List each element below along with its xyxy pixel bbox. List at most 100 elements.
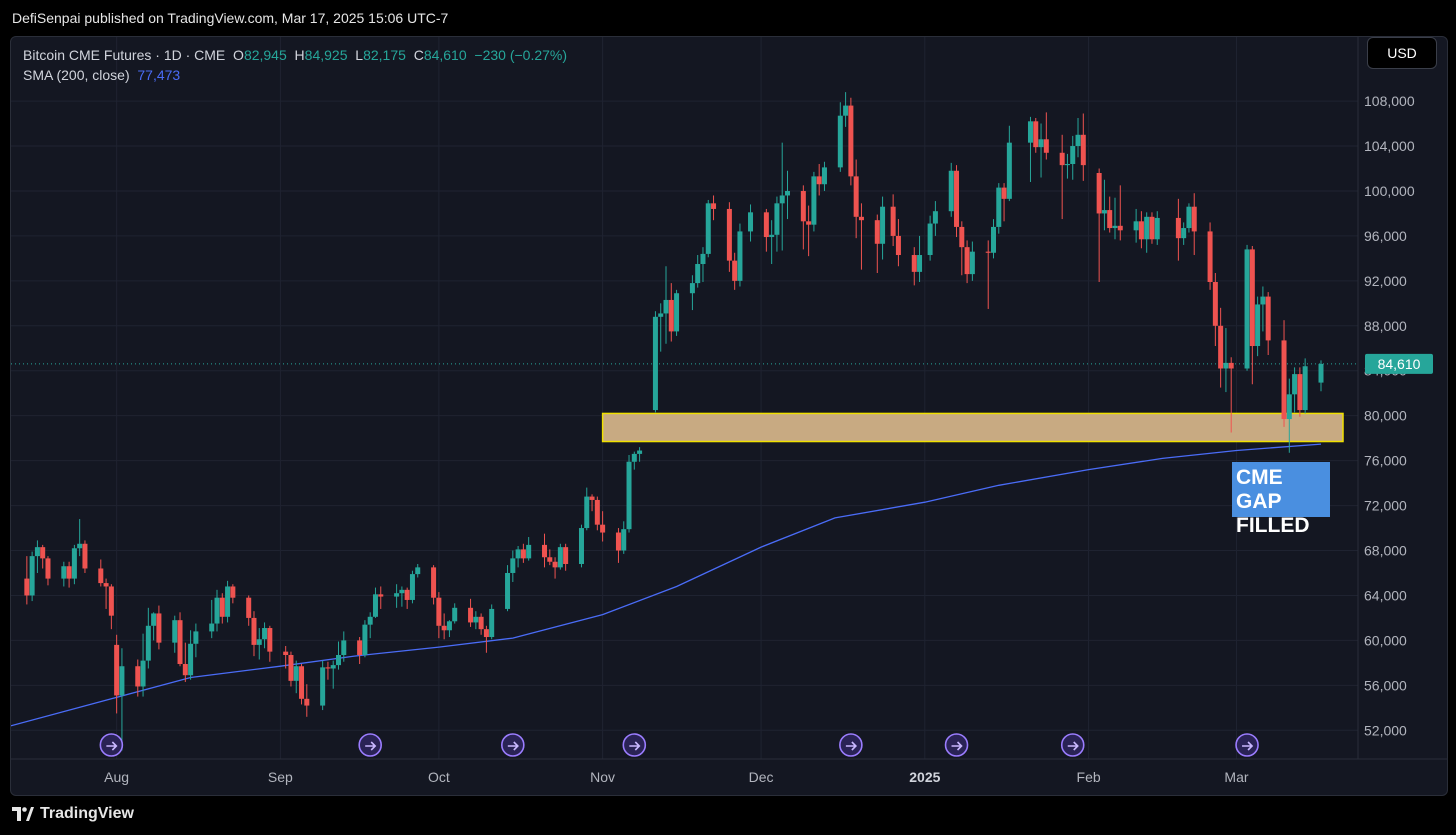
candle-up bbox=[77, 519, 83, 557]
candle-body bbox=[341, 640, 347, 656]
candle-body bbox=[415, 567, 421, 575]
candle-up bbox=[61, 561, 67, 587]
candle-down bbox=[959, 221, 965, 276]
candle-body bbox=[816, 176, 822, 185]
candle-body bbox=[837, 115, 843, 168]
candle-body bbox=[674, 293, 680, 332]
candle-down bbox=[1001, 183, 1007, 222]
candle-body bbox=[737, 231, 743, 281]
bottom-bar: TradingView bbox=[0, 796, 1456, 835]
event-marker-arrow bbox=[507, 741, 519, 751]
brand-name: TradingView bbox=[40, 805, 134, 822]
candle-up bbox=[932, 201, 938, 236]
candle-body bbox=[172, 620, 178, 643]
candle-body bbox=[732, 260, 738, 281]
candle-body bbox=[631, 453, 637, 462]
candle-down bbox=[726, 202, 732, 272]
candle-body bbox=[1297, 374, 1303, 411]
price-chart[interactable]: 52,000 56,000 60,000 64,000 68,000 72,000 76,0… bbox=[11, 37, 1447, 795]
candle-up bbox=[737, 223, 743, 287]
candle-body bbox=[483, 629, 489, 638]
candle-down bbox=[283, 646, 289, 669]
candle-body bbox=[71, 548, 77, 579]
candle-body bbox=[969, 251, 975, 275]
candle-body bbox=[652, 316, 658, 411]
y-tick-label: 52,000 bbox=[1364, 722, 1407, 738]
cme-gap-zone bbox=[601, 412, 1344, 443]
event-marker-circle bbox=[944, 733, 969, 757]
candle-body bbox=[695, 264, 701, 284]
candle-body bbox=[219, 597, 225, 617]
candle-body bbox=[800, 190, 806, 222]
candle-down bbox=[1191, 193, 1197, 256]
candle-body bbox=[1223, 362, 1229, 369]
candle-body bbox=[578, 528, 584, 564]
candle-body bbox=[858, 216, 864, 221]
candle-up bbox=[748, 204, 754, 242]
legend-sma-value: 77,473 bbox=[137, 67, 181, 83]
y-tick-label: 96,000 bbox=[1364, 228, 1407, 244]
candle-up bbox=[505, 565, 511, 612]
tradingview-brand[interactable]: TradingView bbox=[12, 805, 134, 823]
candle-down bbox=[732, 252, 738, 290]
candle-body bbox=[584, 496, 590, 529]
event-marker-arrow bbox=[1067, 741, 1079, 751]
candle-up bbox=[1260, 286, 1266, 332]
candle-body bbox=[594, 499, 600, 525]
chart-legend: Bitcoin CME Futures · 1D · CME O82,945 H… bbox=[23, 45, 567, 85]
candle-body bbox=[895, 235, 901, 256]
candle-up bbox=[256, 628, 262, 660]
candle-body bbox=[880, 206, 886, 244]
x-tick-label: Feb bbox=[1077, 769, 1101, 785]
candle-down bbox=[1117, 185, 1123, 241]
candle-up bbox=[1223, 328, 1229, 393]
x-tick-label: Oct bbox=[428, 769, 450, 785]
candle-up bbox=[336, 641, 341, 670]
candle-down bbox=[436, 592, 442, 639]
candle-down bbox=[468, 598, 474, 627]
candle-body bbox=[748, 212, 754, 232]
candle-body bbox=[225, 586, 231, 617]
event-marker-circle bbox=[1060, 733, 1085, 757]
y-tick-label: 64,000 bbox=[1364, 587, 1407, 603]
candle-body bbox=[409, 574, 415, 600]
candle-down bbox=[964, 240, 970, 284]
candle-down bbox=[806, 205, 812, 257]
candle-up bbox=[557, 543, 563, 570]
candle-up bbox=[663, 266, 669, 344]
candle-body bbox=[763, 212, 769, 238]
chart-panel[interactable]: 52,000 56,000 60,000 64,000 68,000 72,000 76,0… bbox=[10, 36, 1448, 796]
candle-body bbox=[230, 586, 236, 598]
candle-body bbox=[563, 547, 569, 564]
event-marker-icon bbox=[1060, 733, 1085, 757]
last-price-label: 84,610 bbox=[1378, 356, 1421, 372]
candle-up bbox=[927, 215, 933, 261]
event-marker-circle bbox=[1235, 733, 1259, 757]
candle-up bbox=[578, 524, 584, 568]
candle-body bbox=[177, 620, 183, 664]
candle-body bbox=[557, 547, 563, 568]
event-marker-circle bbox=[358, 733, 382, 757]
candle-body bbox=[1212, 281, 1218, 326]
x-tick-label: Nov bbox=[590, 769, 615, 785]
event-marker-icon bbox=[622, 733, 647, 757]
candle-body bbox=[98, 568, 104, 584]
candle-body bbox=[320, 667, 326, 706]
candle-body bbox=[948, 170, 954, 212]
event-marker-icon bbox=[944, 733, 969, 757]
candle-body bbox=[1292, 374, 1298, 395]
candle-down bbox=[357, 637, 363, 664]
candle-down bbox=[24, 556, 30, 605]
candle-up bbox=[1070, 135, 1076, 180]
candle-down bbox=[1207, 222, 1213, 290]
event-marker-icon bbox=[839, 733, 863, 757]
candle-body bbox=[700, 253, 706, 265]
candle-body bbox=[61, 566, 67, 579]
candle-body bbox=[932, 211, 938, 224]
candle-body bbox=[985, 251, 991, 253]
candle-body bbox=[188, 643, 194, 676]
currency-button[interactable]: USD bbox=[1367, 37, 1437, 69]
candle-down bbox=[219, 593, 225, 624]
candle-body bbox=[1249, 249, 1255, 347]
x-tick-label: Mar bbox=[1224, 769, 1248, 785]
